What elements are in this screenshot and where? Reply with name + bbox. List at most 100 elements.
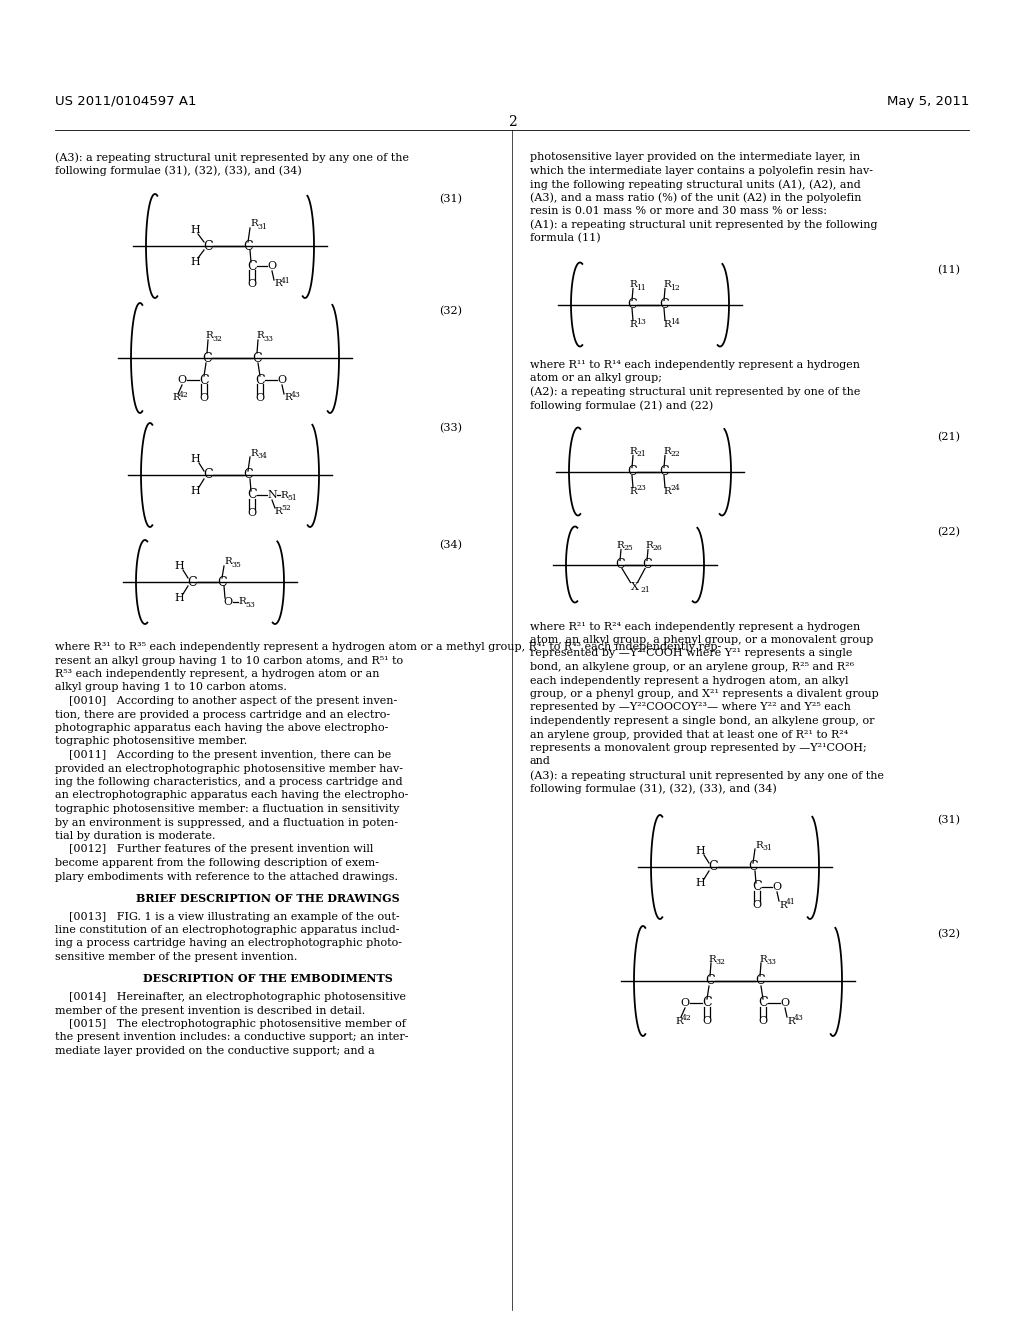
Text: 42: 42 [682,1014,692,1022]
Text: (A1): a repeating structural unit represented by the following: (A1): a repeating structural unit repres… [530,219,878,230]
Text: (32): (32) [439,306,462,317]
Text: H: H [174,593,184,603]
Text: R: R [629,319,637,329]
Text: C: C [247,488,257,502]
Text: R: R [759,954,767,964]
Text: 21: 21 [636,450,646,458]
Text: R: R [629,487,637,496]
Text: ing the following characteristics, and a process cartridge and: ing the following characteristics, and a… [55,777,402,787]
Text: 43: 43 [794,1014,804,1022]
Text: plary embodiments with reference to the attached drawings.: plary embodiments with reference to the … [55,871,398,882]
Text: where R³¹ to R³⁵ each independently represent a hydrogen atom or a methyl group,: where R³¹ to R³⁵ each independently repr… [55,642,721,652]
Text: C: C [200,374,209,387]
Text: H: H [190,454,200,465]
Text: R: R [280,491,288,499]
Text: R: R [256,331,264,341]
Text: C: C [203,239,213,252]
Text: 13: 13 [636,318,646,326]
Text: tographic photosensitive member.: tographic photosensitive member. [55,737,247,747]
Text: O: O [772,882,781,892]
Text: R: R [172,393,180,403]
Text: tial by duration is moderate.: tial by duration is moderate. [55,832,215,841]
Text: represented by —Y²²COOCOY²³— where Y²² and Y²⁵ each: represented by —Y²²COOCOY²³— where Y²² a… [530,702,851,713]
Text: C: C [758,997,768,1010]
Text: H: H [695,878,705,888]
Text: O: O [200,393,209,403]
Text: C: C [202,351,212,364]
Text: R: R [629,280,637,289]
Text: H: H [174,561,184,572]
Text: bond, an alkylene group, or an arylene group, R²⁵ and R²⁶: bond, an alkylene group, or an arylene g… [530,663,854,672]
Text: 52: 52 [281,504,291,512]
Text: N: N [267,490,276,500]
Text: 41: 41 [786,898,796,906]
Text: C: C [659,465,669,478]
Text: tographic photosensitive member: a fluctuation in sensitivity: tographic photosensitive member: a fluct… [55,804,399,814]
Text: O: O [753,900,762,909]
Text: sensitive member of the present invention.: sensitive member of the present inventio… [55,952,297,962]
Text: R: R [238,598,246,606]
Text: [0013]   FIG. 1 is a view illustrating an example of the out-: [0013] FIG. 1 is a view illustrating an … [55,912,399,921]
Text: tion, there are provided a process cartridge and an electro-: tion, there are provided a process cartr… [55,710,390,719]
Text: R: R [205,331,213,341]
Text: 11: 11 [636,284,646,292]
Text: (A3), and a mass ratio (%) of the unit (A2) in the polyolefin: (A3), and a mass ratio (%) of the unit (… [530,193,861,203]
Text: O: O [702,1016,712,1026]
Text: O: O [680,998,689,1008]
Text: C: C [642,558,652,572]
Text: O: O [780,998,790,1008]
Text: group, or a phenyl group, and X²¹ represents a divalent group: group, or a phenyl group, and X²¹ repres… [530,689,879,700]
Text: O: O [223,597,232,607]
Text: 51: 51 [287,494,297,502]
Text: O: O [248,279,257,289]
Text: 31: 31 [762,843,772,851]
Text: C: C [709,861,718,874]
Text: H: H [190,224,200,235]
Text: 22: 22 [670,450,680,458]
Text: R: R [274,507,282,516]
Text: an electrophotographic apparatus each having the electropho-: an electrophotographic apparatus each ha… [55,791,409,800]
Text: C: C [627,465,637,478]
Text: formula (11): formula (11) [530,234,601,243]
Text: H: H [695,846,705,855]
Text: 14: 14 [670,318,680,326]
Text: R: R [250,449,258,458]
Text: R: R [274,280,282,289]
Text: atom or an alkyl group;: atom or an alkyl group; [530,374,662,383]
Text: where R¹¹ to R¹⁴ each independently represent a hydrogen: where R¹¹ to R¹⁴ each independently repr… [530,359,860,370]
Text: C: C [187,576,197,589]
Text: the present invention includes: a conductive support; an inter-: the present invention includes: a conduc… [55,1032,409,1043]
Text: (22): (22) [937,527,961,537]
Text: R: R [224,557,231,566]
Text: R: R [663,487,671,496]
Text: R: R [675,1016,683,1026]
Text: [0010]   According to another aspect of the present inven-: [0010] According to another aspect of th… [55,696,397,706]
Text: represented by —Y²¹COOH where Y²¹ represents a single: represented by —Y²¹COOH where Y²¹ repres… [530,648,852,659]
Text: by an environment is suppressed, and a fluctuation in poten-: by an environment is suppressed, and a f… [55,817,398,828]
Text: (33): (33) [439,422,462,433]
Text: 33: 33 [766,958,776,966]
Text: R: R [663,447,671,455]
Text: following formulae (31), (32), (33), and (34): following formulae (31), (32), (33), and… [55,165,302,176]
Text: (A2): a repeating structural unit represented by one of the: (A2): a repeating structural unit repres… [530,387,860,397]
Text: R: R [616,541,624,550]
Text: R: R [755,841,763,850]
Text: 24: 24 [670,484,680,492]
Text: [0011]   According to the present invention, there can be: [0011] According to the present inventio… [55,750,391,760]
Text: 25: 25 [623,544,633,553]
Text: (A3): a repeating structural unit represented by any one of the: (A3): a repeating structural unit repres… [530,770,884,780]
Text: (A3): a repeating structural unit represented by any one of the: (A3): a repeating structural unit repres… [55,152,409,162]
Text: ing the following repeating structural units (A1), (A2), and: ing the following repeating structural u… [530,180,861,190]
Text: C: C [243,239,253,252]
Text: [0014]   Hereinafter, an electrophotographic photosensitive: [0014] Hereinafter, an electrophotograph… [55,993,406,1002]
Text: C: C [659,298,669,312]
Text: provided an electrophotographic photosensitive member hav-: provided an electrophotographic photosen… [55,763,403,774]
Text: R: R [645,541,652,550]
Text: (32): (32) [937,929,961,940]
Text: independently represent a single bond, an alkylene group, or: independently represent a single bond, a… [530,715,874,726]
Text: and: and [530,756,551,767]
Text: each independently represent a hydrogen atom, an alkyl: each independently represent a hydrogen … [530,676,849,685]
Text: C: C [203,469,213,482]
Text: C: C [615,558,625,572]
Text: 21: 21 [640,586,650,594]
